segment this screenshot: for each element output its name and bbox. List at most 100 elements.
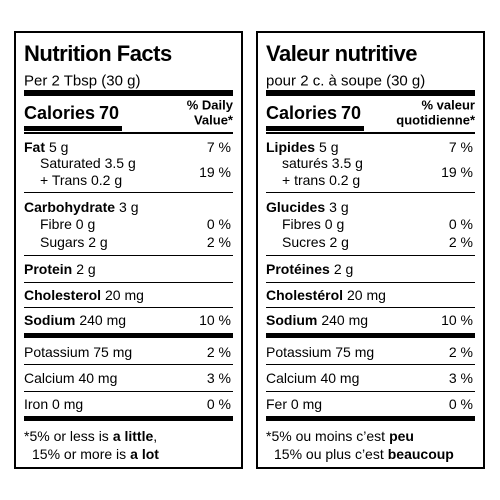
- dv-header: % valeur: [421, 97, 475, 113]
- footnote-text: ,: [153, 428, 158, 444]
- nutrient-amount: 5 g: [319, 139, 339, 155]
- nutrient-text: Fibre 0 g: [40, 216, 96, 232]
- nutrient-amount: 3 g: [329, 199, 349, 215]
- nutrient-row: Iron 0 mg: [24, 397, 83, 411]
- daily-value: 0 %: [448, 216, 473, 232]
- rule: [266, 192, 475, 193]
- calories: Calories 70: [24, 104, 119, 122]
- nutrient-row: Fibres 0 g: [282, 217, 344, 231]
- rule: [266, 307, 475, 308]
- nutrient-text: + Trans 0.2 g: [40, 172, 123, 188]
- rule: [24, 192, 233, 193]
- rule: [24, 364, 233, 365]
- nutrient-name: Lipides: [266, 139, 316, 155]
- daily-value: 0 %: [206, 396, 231, 412]
- daily-value: 2 %: [206, 234, 231, 250]
- calories-value: 70: [99, 103, 120, 123]
- calories-value: 70: [341, 103, 362, 123]
- nutrient-row: Sucres 2 g: [282, 235, 349, 249]
- nutrient-row: Calcium 40 mg: [266, 371, 359, 385]
- serving-size: pour 2 c. à soupe (30 g): [266, 72, 426, 90]
- daily-value: 2 %: [448, 344, 473, 360]
- nutrient-amount: 240 mg: [79, 312, 127, 328]
- nutrient-name: Sodium: [24, 312, 76, 328]
- nutrient-row: Saturated 3.5 g: [40, 156, 136, 170]
- nutrient-amount: 2 g: [333, 261, 354, 277]
- daily-value: 0 %: [206, 216, 231, 232]
- nutrient-row: Sodium 240 mg: [24, 313, 126, 327]
- rule: [24, 282, 233, 283]
- dv-header: Value*: [193, 112, 233, 128]
- rule: [266, 333, 475, 338]
- rule: [24, 126, 122, 131]
- nutrient-name: Carbohydrate: [24, 199, 116, 215]
- nutrient-row: saturés 3.5 g: [282, 156, 363, 170]
- rule: [266, 90, 475, 96]
- nutrient-name: Cholestérol: [266, 287, 344, 303]
- rule: [266, 255, 475, 256]
- nutrient-text: Saturated 3.5 g: [40, 155, 136, 171]
- nutrient-row: + Trans 0.2 g: [40, 173, 122, 187]
- serving-size: Per 2 Tbsp (30 g): [24, 72, 141, 90]
- nutrient-name: Protein: [24, 261, 73, 277]
- nutrient-amount: 3 g: [119, 199, 139, 215]
- footnote: 15% ou plus c’est beaucoup: [274, 447, 454, 461]
- calories: Calories 70: [266, 104, 361, 122]
- nutrient-row: Potassium 75 mg: [24, 345, 132, 359]
- footnote-bold: a lot: [130, 446, 159, 462]
- nutrient-text: saturés 3.5 g: [282, 155, 363, 171]
- rule: [266, 282, 475, 283]
- footnote: *5% or less is a little,: [24, 429, 157, 443]
- nutrient-row: Fibre 0 g: [40, 217, 95, 231]
- daily-value: 10 %: [441, 312, 473, 328]
- footnote-text: *5% or less is: [24, 428, 109, 444]
- rule: [24, 132, 233, 134]
- footnote-text: *5% ou moins c’est: [266, 428, 386, 444]
- nutrient-row: Sugars 2 g: [40, 235, 108, 249]
- nutrient-amount: 240 mg: [321, 312, 369, 328]
- footnote: 15% or more is a lot: [32, 447, 159, 461]
- calories-label: Calories: [24, 103, 96, 123]
- nutrient-name: Sodium: [266, 312, 318, 328]
- nutrient-name: Glucides: [266, 199, 326, 215]
- daily-value: 3 %: [206, 370, 231, 386]
- nutrient-row: Calcium 40 mg: [24, 371, 117, 385]
- nutrient-row: Fer 0 mg: [266, 397, 322, 411]
- nutrient-text: Fer 0 mg: [266, 396, 323, 412]
- rule: [266, 126, 364, 131]
- rule: [266, 391, 475, 392]
- nutrient-text: Potassium 75 mg: [24, 344, 133, 360]
- nutrient-text: Calcium 40 mg: [24, 370, 118, 386]
- dv-header: quotidienne*: [396, 112, 475, 128]
- nutrient-amount: 20 mg: [105, 287, 144, 303]
- nutrient-amount: 5 g: [49, 139, 69, 155]
- footnote-text: 15% or more is: [32, 446, 127, 462]
- panel-title: Valeur nutritive: [266, 41, 417, 66]
- daily-value: 7 %: [448, 139, 473, 155]
- rule: [24, 90, 233, 96]
- nutrition-panel: Valeur nutritive pour 2 c. à soupe (30 g)…: [256, 31, 485, 469]
- nutrient-name: Cholesterol: [24, 287, 102, 303]
- nutrient-text: Fibres 0 g: [282, 216, 345, 232]
- rule: [266, 416, 475, 421]
- dv-header: % Daily: [186, 97, 233, 113]
- daily-value: 0 %: [448, 396, 473, 412]
- rule: [24, 416, 233, 421]
- rule: [266, 132, 475, 134]
- nutrient-row: + trans 0.2 g: [282, 173, 360, 187]
- nutrient-text: Iron 0 mg: [24, 396, 84, 412]
- nutrient-text: Calcium 40 mg: [266, 370, 360, 386]
- footnote: *5% ou moins c’est peu: [266, 429, 414, 443]
- nutrition-panel: Nutrition Facts Per 2 Tbsp (30 g) Calories…: [14, 31, 243, 469]
- nutrient-row: Fat 5 g: [24, 140, 68, 154]
- nutrient-row: Lipides 5 g: [266, 140, 338, 154]
- daily-value: 7 %: [206, 139, 231, 155]
- nutrient-text: Potassium 75 mg: [266, 344, 375, 360]
- rule: [24, 333, 233, 338]
- nutrient-name: Fat: [24, 139, 45, 155]
- nutrient-row: Cholestérol 20 mg: [266, 288, 386, 302]
- nutrient-text: Sugars 2 g: [40, 234, 108, 250]
- footnote-text: 15% ou plus c’est: [274, 446, 384, 462]
- rule: [24, 307, 233, 308]
